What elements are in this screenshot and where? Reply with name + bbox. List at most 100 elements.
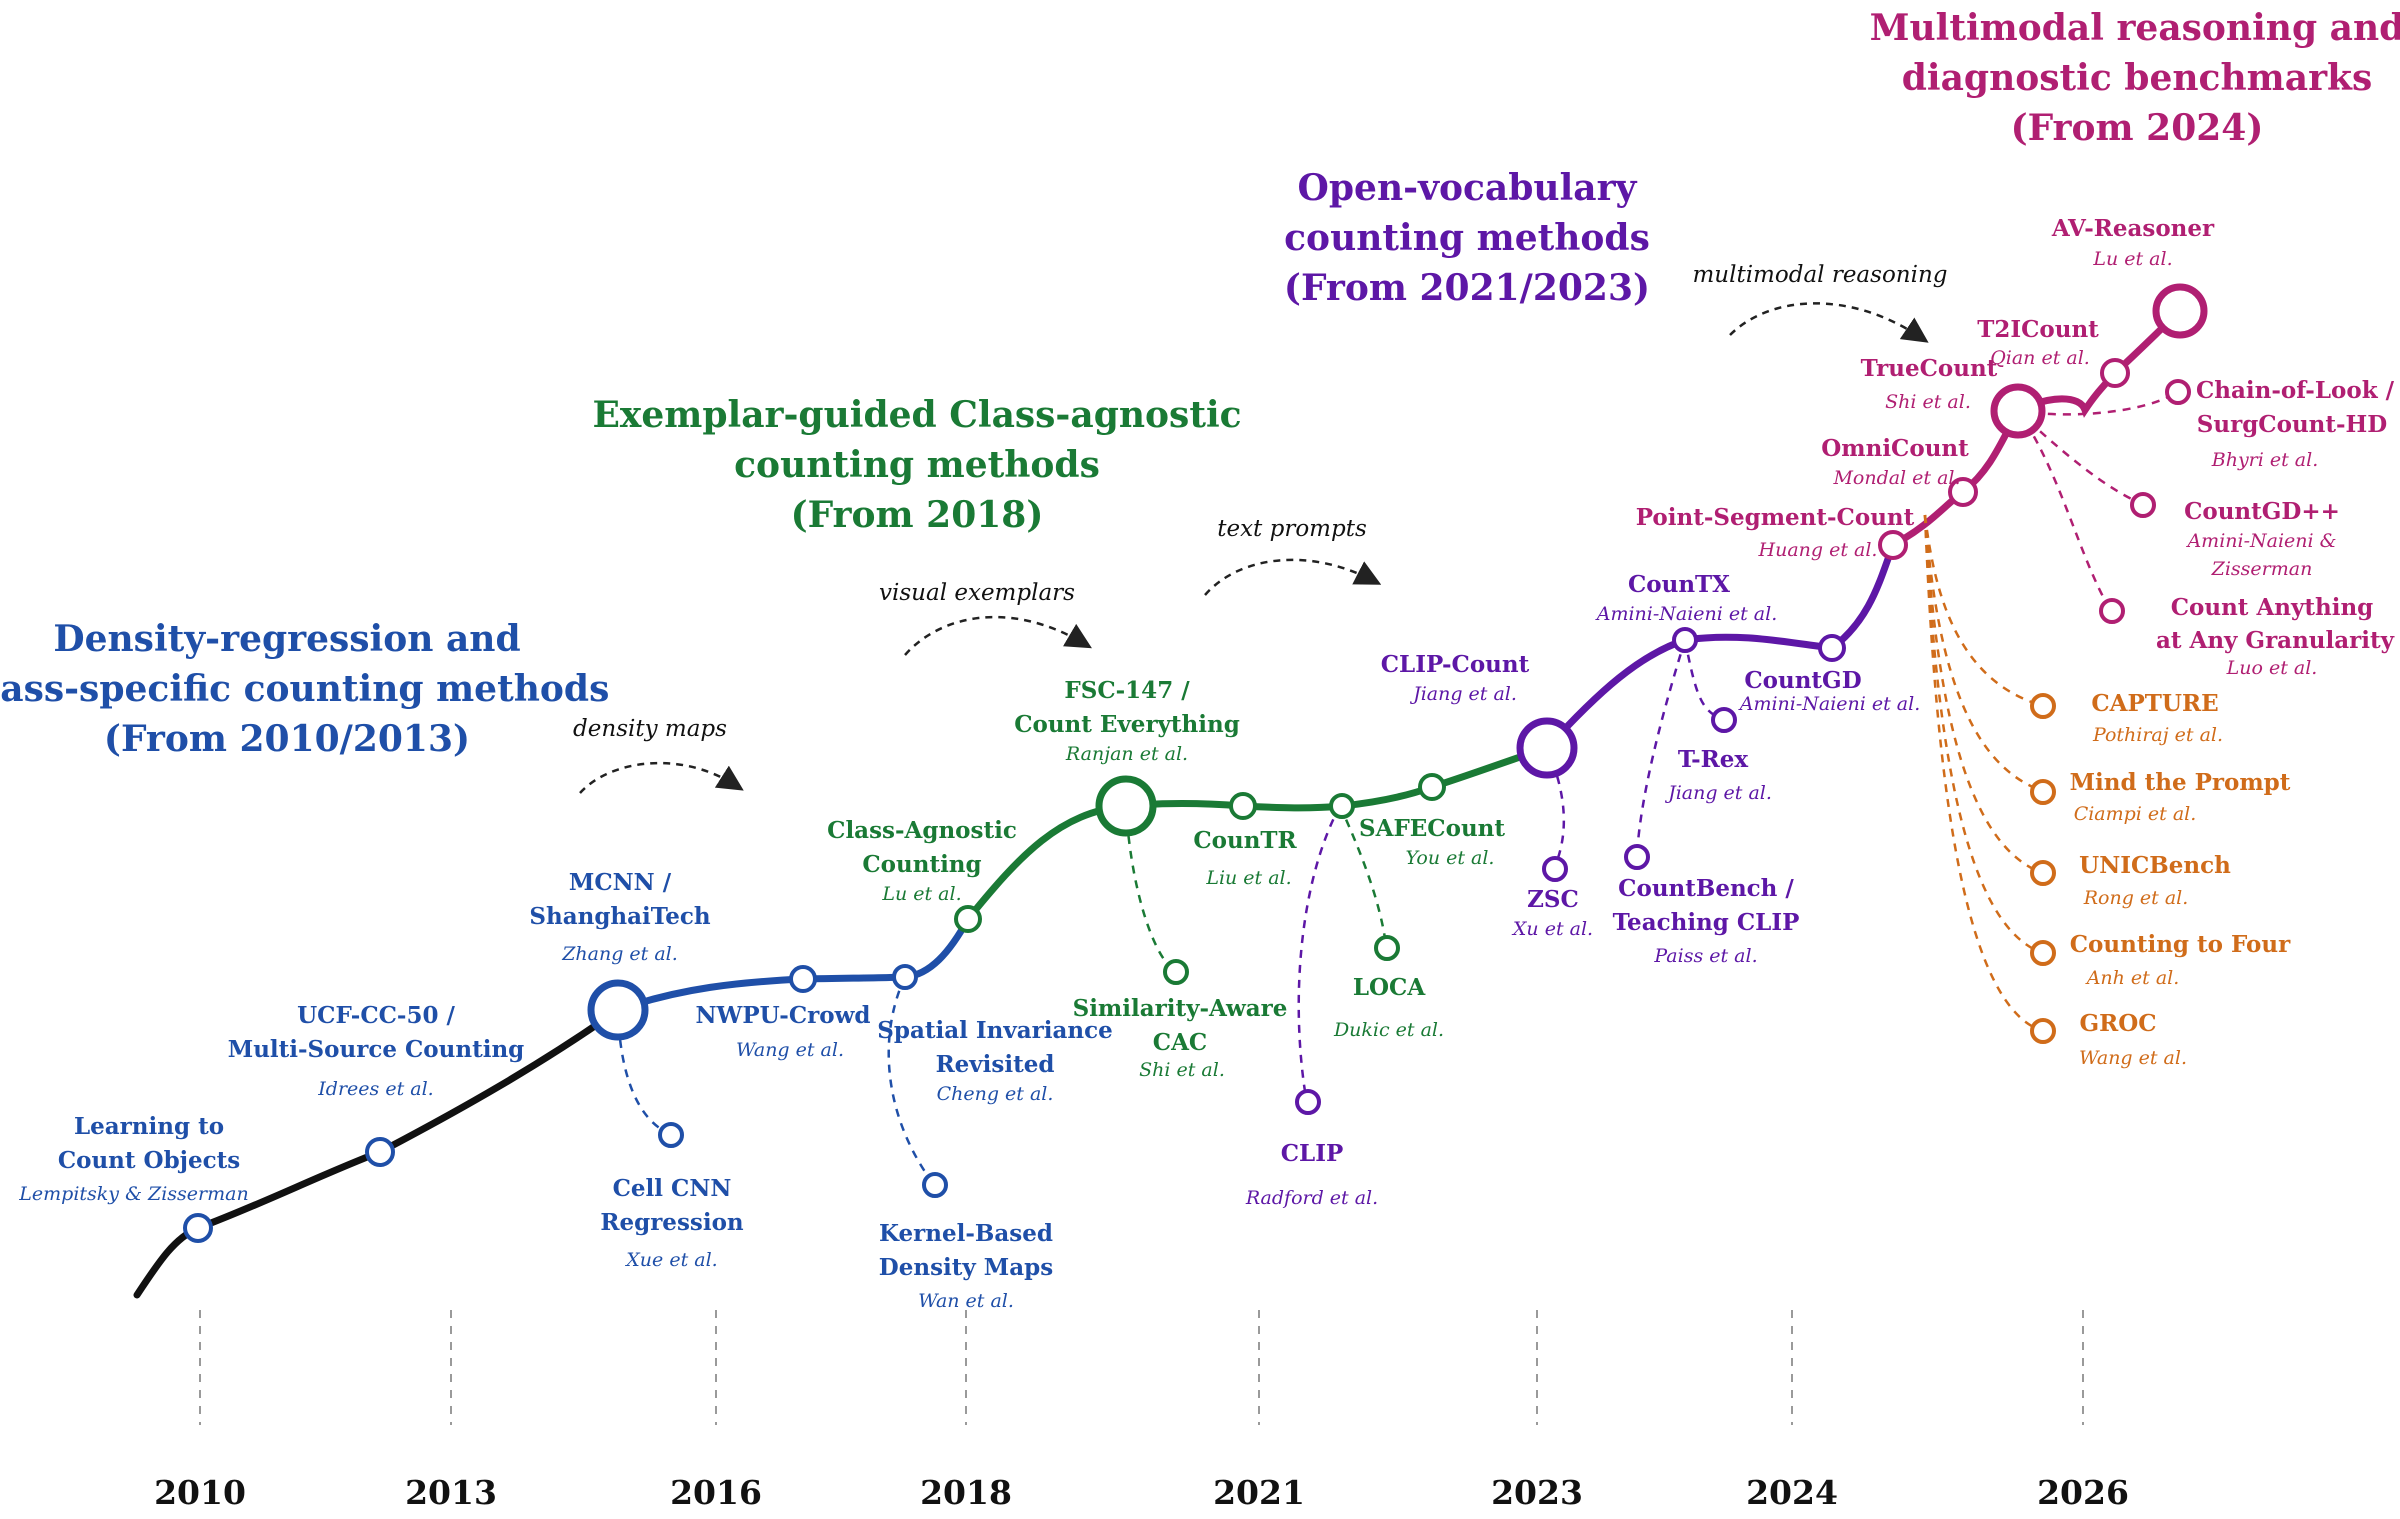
arrow-text-prompts	[1204, 558, 1382, 596]
node-safecount	[1418, 773, 1446, 801]
method-authors: Lu et al.	[881, 883, 961, 905]
method-authors: Shi et al.	[1885, 391, 1971, 413]
label-groc: GROC Wang et al.	[2079, 1010, 2187, 1069]
method-authors: Ranjan et al.	[1065, 743, 1188, 765]
year-axis: 2010 2013 2016 2018 2021 2023 2024 2026	[154, 1473, 2129, 1512]
method-name: UNICBench	[2079, 852, 2231, 879]
stage-title-line: Exemplar-guided Class-agnostic	[592, 394, 1241, 436]
label-mind-the-prompt: Mind the Prompt Ciampi et al.	[2070, 769, 2291, 825]
label-zsc: ZSC Xu et al.	[1511, 886, 1593, 940]
method-name: ZSC	[1527, 886, 1579, 913]
node-class-agnostic	[954, 905, 982, 933]
branch-clip	[1297, 805, 1342, 1099]
method-name: Counting	[862, 851, 981, 878]
method-authors: Amini-Naieni &	[2185, 530, 2336, 552]
node-countgd	[1818, 634, 1846, 662]
nodes	[183, 283, 2208, 1243]
method-authors: Xue et al.	[624, 1249, 717, 1271]
method-authors: Cheng et al.	[937, 1083, 1054, 1105]
label-t2icount: T2ICount Qian et al.	[1977, 316, 2099, 369]
method-authors: Lempitsky & Zisserman	[18, 1183, 248, 1205]
method-authors: Shi et al.	[1139, 1059, 1225, 1081]
method-authors: Pothiraj et al.	[2092, 724, 2223, 746]
node-mind-the-prompt	[2030, 779, 2056, 805]
node-unicbench	[2030, 860, 2056, 886]
node-count-anything	[2099, 598, 2125, 624]
method-name: at Any Granularity	[2156, 627, 2395, 654]
node-t2icount	[2100, 358, 2130, 388]
branch-unicbench	[1923, 514, 2041, 874]
method-name: UCF-CC-50 /	[297, 1002, 455, 1029]
method-name: Counting to Four	[2070, 931, 2291, 958]
method-authors: Rong et al.	[2083, 887, 2189, 909]
method-name: GROC	[2079, 1010, 2156, 1037]
method-name: Kernel-Based	[879, 1220, 1053, 1247]
method-name: Regression	[600, 1209, 744, 1236]
node-spatial-invariance	[892, 964, 918, 990]
hint-visual-exemplars: visual exemplars	[879, 580, 1075, 606]
method-name: Chain-of-Look /	[2196, 377, 2395, 404]
year-label: 2021	[1213, 1473, 1305, 1512]
label-spatial-invariance: Spatial Invariance Revisited Cheng et al…	[877, 1017, 1112, 1105]
label-countbench: CountBench / Teaching CLIP Paiss et al.	[1613, 875, 1800, 967]
curve-black-segment	[133, 1006, 622, 1299]
node-point-segment	[1878, 530, 1908, 560]
node-loca-branch	[1329, 793, 1355, 819]
method-name: MCNN /	[569, 869, 672, 896]
method-name: CLIP	[1281, 1140, 1344, 1167]
branch-loca	[1338, 805, 1388, 946]
method-name: CAPTURE	[2091, 690, 2218, 717]
node-groc	[2030, 1018, 2056, 1044]
label-point-segment: Point-Segment-Count Huang et al.	[1636, 504, 1915, 561]
method-authors: Mondal et al.	[1832, 467, 1960, 489]
hint-arrows	[579, 302, 1929, 794]
method-name: CounTR	[1193, 827, 1297, 854]
method-name: Multi-Source Counting	[228, 1036, 525, 1063]
method-name: CAC	[1153, 1029, 1207, 1056]
label-chain-of-look: Chain-of-Look / SurgCount-HD Bhyri et al…	[2196, 377, 2395, 471]
method-name: CountGD++	[2184, 498, 2340, 525]
stage-title-line: Density-regression and	[53, 618, 520, 660]
year-label: 2016	[670, 1473, 762, 1512]
branch-groc	[1923, 514, 2041, 1032]
branch-mind-the-prompt	[1923, 514, 2041, 792]
method-name: OmniCount	[1821, 435, 1969, 462]
label-cell-cnn: Cell CNN Regression Xue et al.	[600, 1175, 744, 1271]
method-authors: Zhang et al.	[561, 943, 678, 965]
method-authors: Wang et al.	[2079, 1047, 2187, 1069]
method-name: Spatial Invariance	[877, 1017, 1112, 1044]
stage-title-line: diagnostic benchmarks	[1902, 57, 2373, 99]
method-authors: Huang et al.	[1758, 539, 1878, 561]
label-class-agnostic: Class-Agnostic Counting Lu et al.	[827, 817, 1017, 905]
method-name: SurgCount-HD	[2197, 411, 2387, 438]
method-authors: Paiss et al.	[1653, 945, 1757, 967]
method-name: AV-Reasoner	[2051, 215, 2215, 242]
curve-purple-segment	[1543, 541, 1897, 752]
label-clip: CLIP Radford et al.	[1245, 1140, 1378, 1209]
branch-countgd-pp	[2017, 410, 2141, 505]
stage-title-line: Open-vocabulary	[1298, 167, 1638, 209]
node-loca	[1374, 935, 1400, 961]
node-av-reasoner	[2152, 283, 2208, 339]
curve-blue-segment	[614, 915, 972, 1014]
method-name: FSC-147 /	[1064, 677, 1190, 704]
method-authors: Wan et al.	[918, 1290, 1014, 1312]
hint-text-prompts: text prompts	[1217, 516, 1367, 542]
method-name: SAFECount	[1359, 815, 1505, 842]
node-counting-to-four	[2030, 940, 2056, 966]
method-authors: Ciampi et al.	[2074, 803, 2197, 825]
method-authors: Amini-Naieni et al.	[1738, 693, 1921, 715]
branch-count-anything	[2016, 410, 2112, 610]
node-similarity-aware	[1163, 959, 1189, 985]
method-name: Learning to	[74, 1113, 224, 1140]
stage-title-line: counting methods	[734, 444, 1100, 486]
method-authors: Zisserman	[2211, 558, 2313, 580]
label-nwpu-crowd: NWPU-Crowd Wang et al.	[696, 1002, 871, 1061]
method-name: CLIP-Count	[1381, 651, 1530, 678]
node-kernel-density	[922, 1172, 948, 1198]
stage-title-line: class-specific counting methods	[0, 668, 609, 710]
method-name: CountBench /	[1618, 875, 1794, 902]
method-authors: Lu et al.	[2092, 248, 2172, 270]
method-name: Cell CNN	[613, 1175, 732, 1202]
